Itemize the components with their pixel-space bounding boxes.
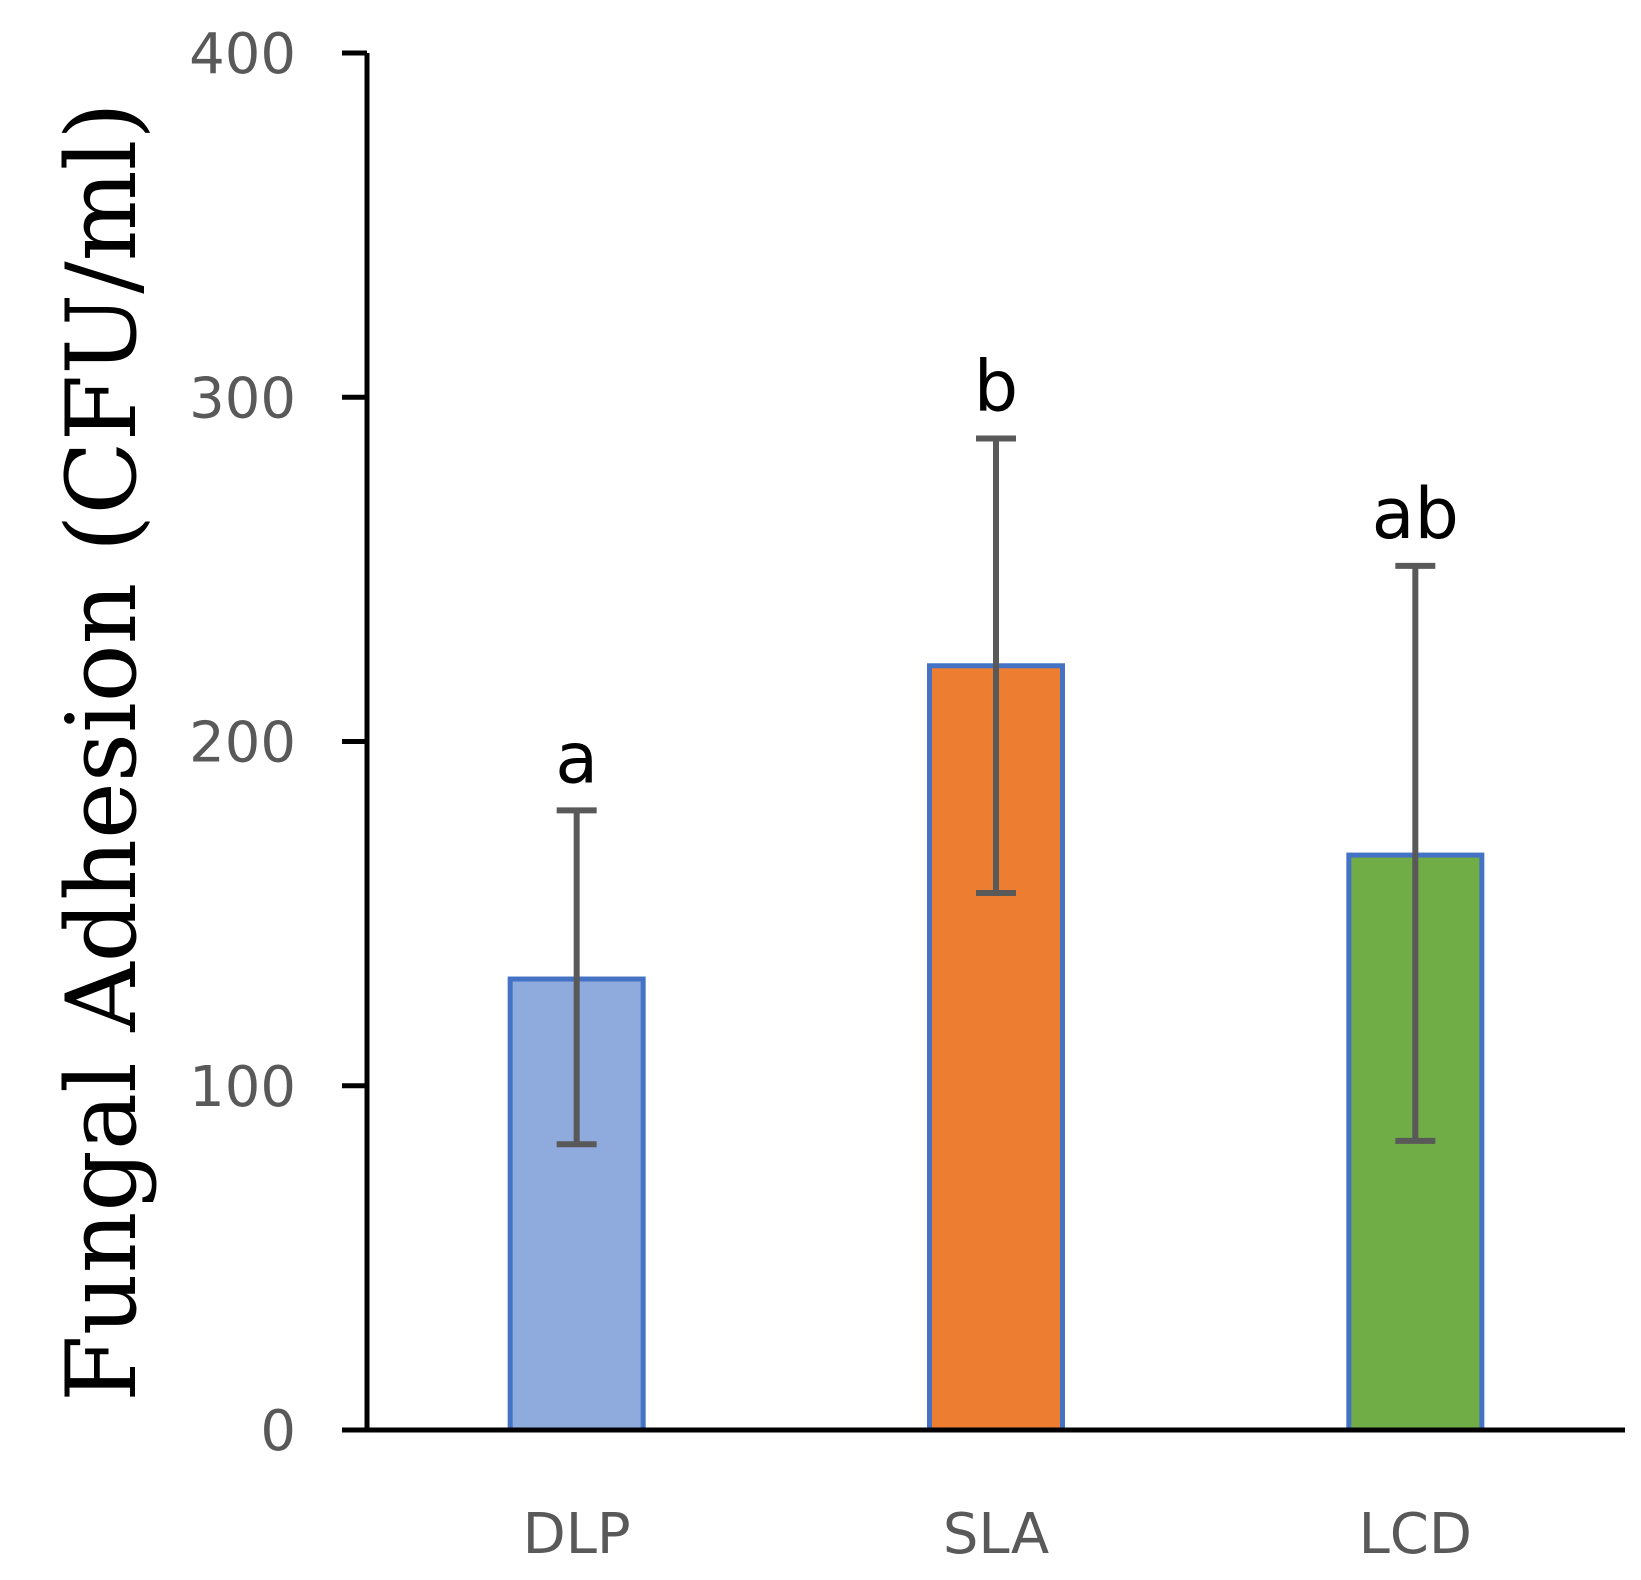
- significance-label-sla: b: [974, 346, 1018, 428]
- error-bars: [556, 435, 1436, 1148]
- y-tick-label: 100: [189, 1055, 296, 1120]
- y-tick-label: 0: [260, 1399, 296, 1464]
- x-category-label-sla: SLA: [943, 1502, 1049, 1567]
- y-tick-label: 300: [189, 366, 296, 431]
- x-category-labels: DLP SLA LCD: [523, 1502, 1472, 1567]
- x-category-label-lcd: LCD: [1359, 1502, 1472, 1567]
- y-tick-labels: 0 100 200 300 400: [189, 22, 296, 1464]
- significance-label-lcd: ab: [1372, 473, 1459, 555]
- axes: [342, 50, 1625, 1433]
- y-axis-title: Fungal Adhesion (CFU/ml): [46, 102, 158, 1402]
- x-category-label-dlp: DLP: [523, 1502, 631, 1567]
- y-tick-label: 400: [189, 22, 296, 87]
- y-tick-label: 200: [189, 711, 296, 776]
- significance-label-dlp: a: [555, 717, 598, 799]
